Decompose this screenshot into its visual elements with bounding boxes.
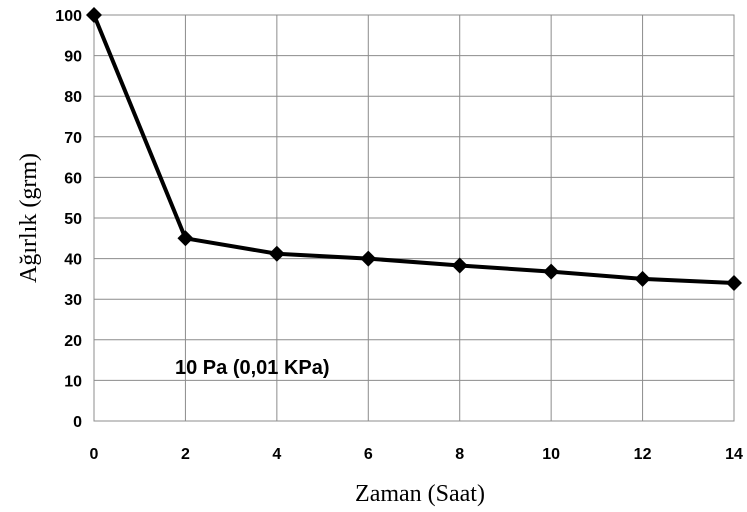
x-tick-label: 6 <box>364 446 373 463</box>
data-point-marker <box>543 263 560 280</box>
x-tick-label: 2 <box>181 446 190 463</box>
chart-annotation: 10 Pa (0,01 KPa) <box>175 357 330 379</box>
data-point-marker <box>634 270 651 287</box>
y-tick-label: 70 <box>64 130 82 147</box>
y-tick-label: 100 <box>55 8 82 25</box>
y-tick-label: 50 <box>64 211 82 228</box>
x-tick-label: 14 <box>725 446 743 463</box>
plot-frame <box>93 14 735 422</box>
data-point-marker <box>268 245 285 262</box>
y-tick-label: 30 <box>64 292 82 309</box>
y-tick-label: 60 <box>64 170 82 187</box>
y-tick-label: 90 <box>64 49 82 66</box>
y-axis-title: Ağırlık (grm) <box>16 153 42 283</box>
y-tick-label: 20 <box>64 333 82 350</box>
x-tick-label: 8 <box>455 446 464 463</box>
x-tick-label: 0 <box>90 446 99 463</box>
data-point-marker <box>360 250 377 267</box>
tick-labels: 0 10 20 30 40 50 60 70 80 90 100 0 2 4 6 8 10 12 14 <box>55 8 743 463</box>
data-point-marker <box>177 230 194 247</box>
x-tick-label: 4 <box>272 446 281 463</box>
data-point-marker <box>451 257 468 274</box>
series-layer <box>86 7 742 291</box>
data-point-marker <box>86 7 102 23</box>
series-line <box>92 14 735 285</box>
x-tick-label: 10 <box>542 446 560 463</box>
x-axis-title: Zaman (Saat) <box>355 481 485 507</box>
y-tick-label: 80 <box>64 89 82 106</box>
x-tick-label: 12 <box>634 446 652 463</box>
data-point-marker <box>726 274 742 291</box>
y-tick-label: 0 <box>73 414 82 431</box>
y-tick-label: 40 <box>64 252 82 269</box>
y-tick-label: 10 <box>64 373 82 390</box>
